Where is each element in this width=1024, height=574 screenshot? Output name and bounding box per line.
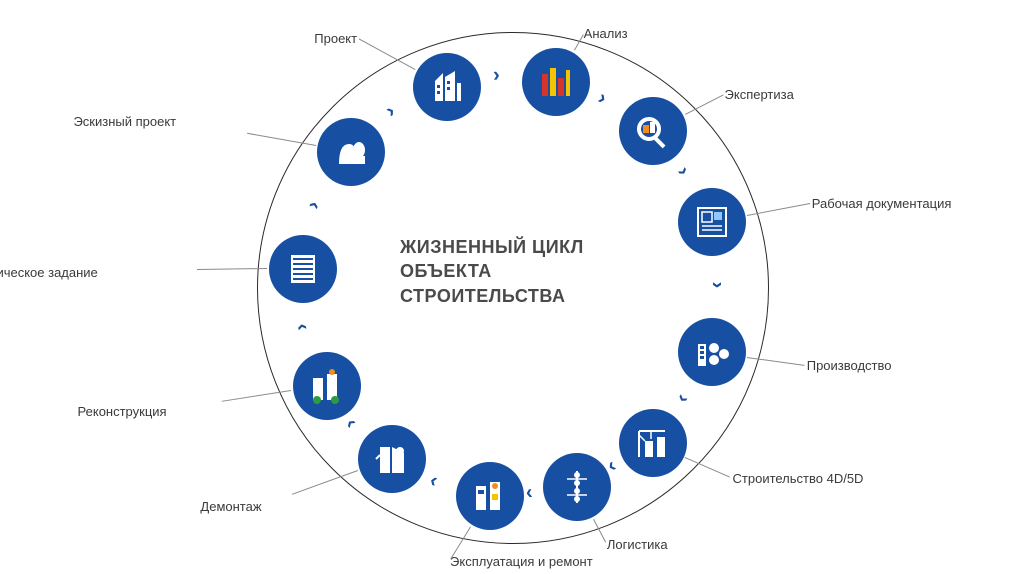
node-sketch	[317, 118, 385, 186]
node-operations	[456, 462, 524, 530]
project-icon	[425, 65, 469, 109]
sketch-icon	[329, 130, 373, 174]
label-expertise: Экспертиза	[725, 87, 794, 102]
leader-tech_spec	[197, 268, 267, 270]
node-construction	[619, 409, 687, 477]
label-production: Производство	[807, 358, 892, 373]
arrow-work_docs-to-production: ›	[707, 282, 727, 289]
analysis-icon	[534, 60, 578, 104]
node-demolition	[358, 425, 426, 493]
node-analysis	[522, 48, 590, 116]
node-project	[413, 53, 481, 121]
tech_spec-icon	[281, 247, 325, 291]
label-tech_spec: Техническое задание	[0, 265, 98, 280]
expertise-icon	[631, 109, 675, 153]
logistics-icon	[555, 465, 599, 509]
node-production	[678, 318, 746, 386]
label-sketch: Эскизный проект	[73, 114, 176, 129]
label-construction: Строительство 4D/5D	[733, 471, 864, 486]
label-logistics: Логистика	[607, 537, 668, 552]
diagram-title: ЖИЗНЕННЫЙ ЦИКЛОБЪЕКТАСТРОИТЕЛЬСТВА	[400, 235, 584, 308]
label-operations: Эксплуатация и ремонт	[450, 554, 593, 569]
label-analysis: Анализ	[584, 26, 628, 41]
demolition-icon	[370, 437, 414, 481]
construction-icon	[631, 421, 675, 465]
node-logistics	[543, 453, 611, 521]
arrow-project-to-analysis: ›	[492, 65, 500, 85]
label-work_docs: Рабочая документация	[812, 196, 952, 211]
label-project: Проект	[314, 31, 357, 46]
production-icon	[690, 330, 734, 374]
work_docs-icon	[690, 200, 734, 244]
node-tech_spec	[269, 235, 337, 303]
node-expertise	[619, 97, 687, 165]
node-reconstruction	[293, 352, 361, 420]
label-demolition: Демонтаж	[200, 499, 261, 514]
label-reconstruction: Реконструкция	[78, 404, 167, 419]
reconstruction-icon	[305, 364, 349, 408]
node-work_docs	[678, 188, 746, 256]
operations-icon	[468, 474, 512, 518]
